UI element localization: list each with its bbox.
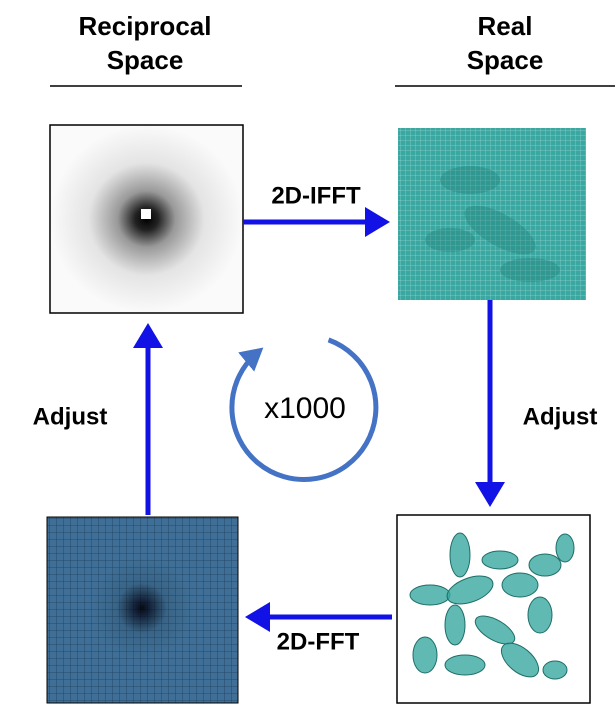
edge-label: 2D-FFT	[277, 628, 360, 655]
header-line: Space	[467, 45, 544, 75]
header-line: Real	[478, 11, 533, 41]
edge-label: 2D-IFFT	[271, 182, 361, 209]
header-line: Reciprocal	[79, 11, 212, 41]
image-detail	[141, 209, 151, 219]
edge-label: Adjust	[33, 403, 108, 430]
header-line: Space	[107, 45, 184, 75]
edge-label: Adjust	[523, 403, 598, 430]
image-detail	[92, 558, 192, 658]
cycle-label: x1000	[264, 392, 346, 425]
diagram: Reciprocal Space Real Space 2D-IFFT Adju…	[0, 0, 615, 705]
